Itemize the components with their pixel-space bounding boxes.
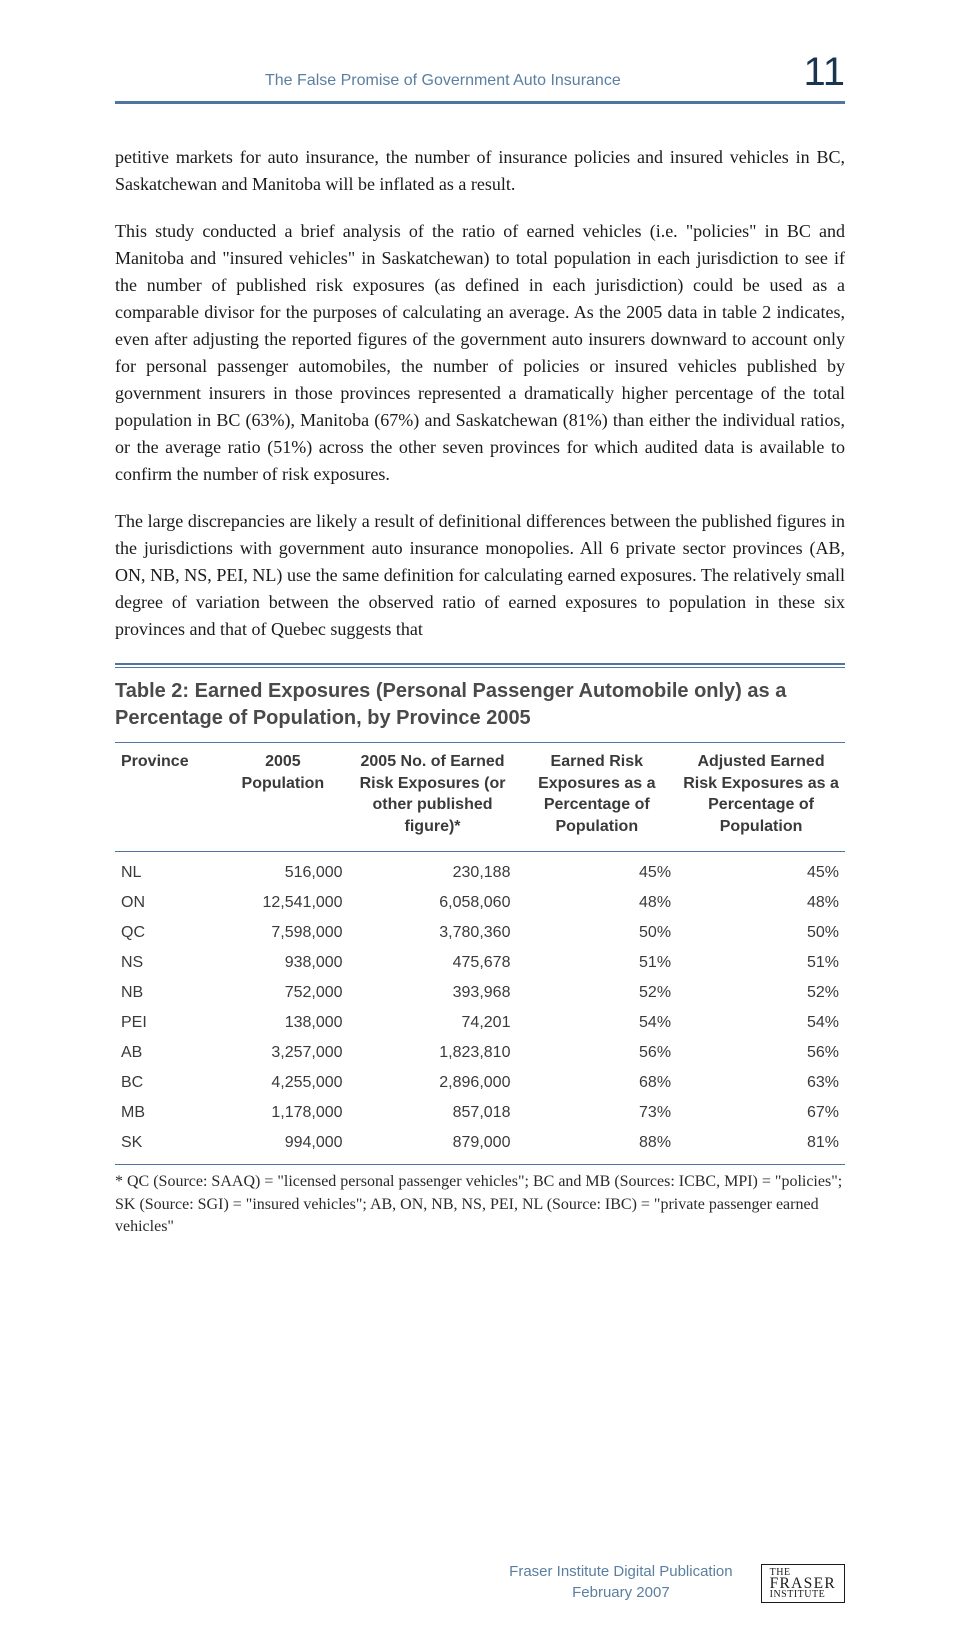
table-cell: 1,823,810 bbox=[349, 1038, 517, 1068]
table-cell: 45% bbox=[677, 852, 845, 889]
table-row: NS938,000475,67851%51% bbox=[115, 948, 845, 978]
table-row: NB752,000393,96852%52% bbox=[115, 978, 845, 1008]
table-cell: 54% bbox=[516, 1008, 677, 1038]
table-row: NL516,000230,18845%45% bbox=[115, 852, 845, 889]
running-head: The False Promise of Government Auto Ins… bbox=[115, 72, 621, 90]
table-cell: 6,058,060 bbox=[349, 888, 517, 918]
col-header-adj-pct: Adjusted Earned Risk Exposures as a Perc… bbox=[677, 743, 845, 852]
table-cell: 51% bbox=[516, 948, 677, 978]
table-cell: BC bbox=[115, 1068, 217, 1098]
table-cell: 393,968 bbox=[349, 978, 517, 1008]
col-header-exposures: 2005 No. of Earned Risk Exposures (or ot… bbox=[349, 743, 517, 852]
table-cell: 7,598,000 bbox=[217, 918, 348, 948]
table-cell: PEI bbox=[115, 1008, 217, 1038]
table-footnote: * QC (Source: SAAQ) = "licensed personal… bbox=[115, 1165, 845, 1238]
table-cell: 752,000 bbox=[217, 978, 348, 1008]
page-footer: Fraser Institute Digital Publication Feb… bbox=[115, 1561, 845, 1603]
table-cell: 50% bbox=[677, 918, 845, 948]
table-cell: AB bbox=[115, 1038, 217, 1068]
table-cell: NL bbox=[115, 852, 217, 889]
table-row: QC7,598,0003,780,36050%50% bbox=[115, 918, 845, 948]
table-cell: 54% bbox=[677, 1008, 845, 1038]
table-cell: 4,255,000 bbox=[217, 1068, 348, 1098]
table-cell: 56% bbox=[516, 1038, 677, 1068]
body-paragraph: This study conducted a brief analysis of… bbox=[115, 218, 845, 488]
table-cell: 1,178,000 bbox=[217, 1098, 348, 1128]
table-cell: 74,201 bbox=[349, 1008, 517, 1038]
table-cell: 3,257,000 bbox=[217, 1038, 348, 1068]
body-paragraph: The large discrepancies are likely a res… bbox=[115, 508, 845, 643]
table-cell: 52% bbox=[516, 978, 677, 1008]
table-header-row: Province 2005 Population 2005 No. of Ear… bbox=[115, 743, 845, 852]
exposures-table: Province 2005 Population 2005 No. of Ear… bbox=[115, 742, 845, 1165]
table-rule bbox=[115, 663, 845, 665]
table-cell: MB bbox=[115, 1098, 217, 1128]
body-paragraph: petitive markets for auto insurance, the… bbox=[115, 144, 845, 198]
table-row: BC4,255,0002,896,00068%63% bbox=[115, 1068, 845, 1098]
page-header: The False Promise of Government Auto Ins… bbox=[115, 50, 845, 95]
table-row: PEI138,00074,20154%54% bbox=[115, 1008, 845, 1038]
table-cell: QC bbox=[115, 918, 217, 948]
col-header-pct: Earned Risk Exposures as a Percentage of… bbox=[516, 743, 677, 852]
table-cell: 67% bbox=[677, 1098, 845, 1128]
table-cell: 51% bbox=[677, 948, 845, 978]
footer-date: February 2007 bbox=[572, 1584, 670, 1601]
table-cell: 45% bbox=[516, 852, 677, 889]
table-cell: 68% bbox=[516, 1068, 677, 1098]
table-cell: 48% bbox=[516, 888, 677, 918]
table-cell: NS bbox=[115, 948, 217, 978]
table-cell: 12,541,000 bbox=[217, 888, 348, 918]
page-number: 11 bbox=[803, 50, 845, 95]
table-2: Table 2: Earned Exposures (Personal Pass… bbox=[115, 663, 845, 1239]
table-cell: 938,000 bbox=[217, 948, 348, 978]
table-cell: 50% bbox=[516, 918, 677, 948]
table-cell: 879,000 bbox=[349, 1128, 517, 1165]
table-cell: 63% bbox=[677, 1068, 845, 1098]
table-row: MB1,178,000857,01873%67% bbox=[115, 1098, 845, 1128]
table-cell: 3,780,360 bbox=[349, 918, 517, 948]
table-row: ON12,541,0006,058,06048%48% bbox=[115, 888, 845, 918]
table-cell: 994,000 bbox=[217, 1128, 348, 1165]
table-cell: 2,896,000 bbox=[349, 1068, 517, 1098]
table-cell: SK bbox=[115, 1128, 217, 1165]
table-cell: 73% bbox=[516, 1098, 677, 1128]
header-rule bbox=[115, 101, 845, 104]
table-cell: 56% bbox=[677, 1038, 845, 1068]
table-title: Table 2: Earned Exposures (Personal Pass… bbox=[115, 667, 845, 742]
table-cell: 857,018 bbox=[349, 1098, 517, 1128]
col-header-province: Province bbox=[115, 743, 217, 852]
table-cell: 81% bbox=[677, 1128, 845, 1165]
table-cell: 230,188 bbox=[349, 852, 517, 889]
footer-text: Fraser Institute Digital Publication Feb… bbox=[509, 1561, 732, 1603]
table-cell: ON bbox=[115, 888, 217, 918]
table-cell: 475,678 bbox=[349, 948, 517, 978]
logo-text: INSTITUTE bbox=[770, 1589, 826, 1600]
col-header-population: 2005 Population bbox=[217, 743, 348, 852]
table-cell: 138,000 bbox=[217, 1008, 348, 1038]
table-row: AB3,257,0001,823,81056%56% bbox=[115, 1038, 845, 1068]
table-cell: 88% bbox=[516, 1128, 677, 1165]
table-row: SK994,000879,00088%81% bbox=[115, 1128, 845, 1165]
table-cell: 516,000 bbox=[217, 852, 348, 889]
footer-publication: Fraser Institute Digital Publication bbox=[509, 1563, 732, 1580]
table-cell: 52% bbox=[677, 978, 845, 1008]
table-cell: 48% bbox=[677, 888, 845, 918]
table-cell: NB bbox=[115, 978, 217, 1008]
fraser-institute-logo: THE FRASER INSTITUTE bbox=[761, 1564, 845, 1603]
